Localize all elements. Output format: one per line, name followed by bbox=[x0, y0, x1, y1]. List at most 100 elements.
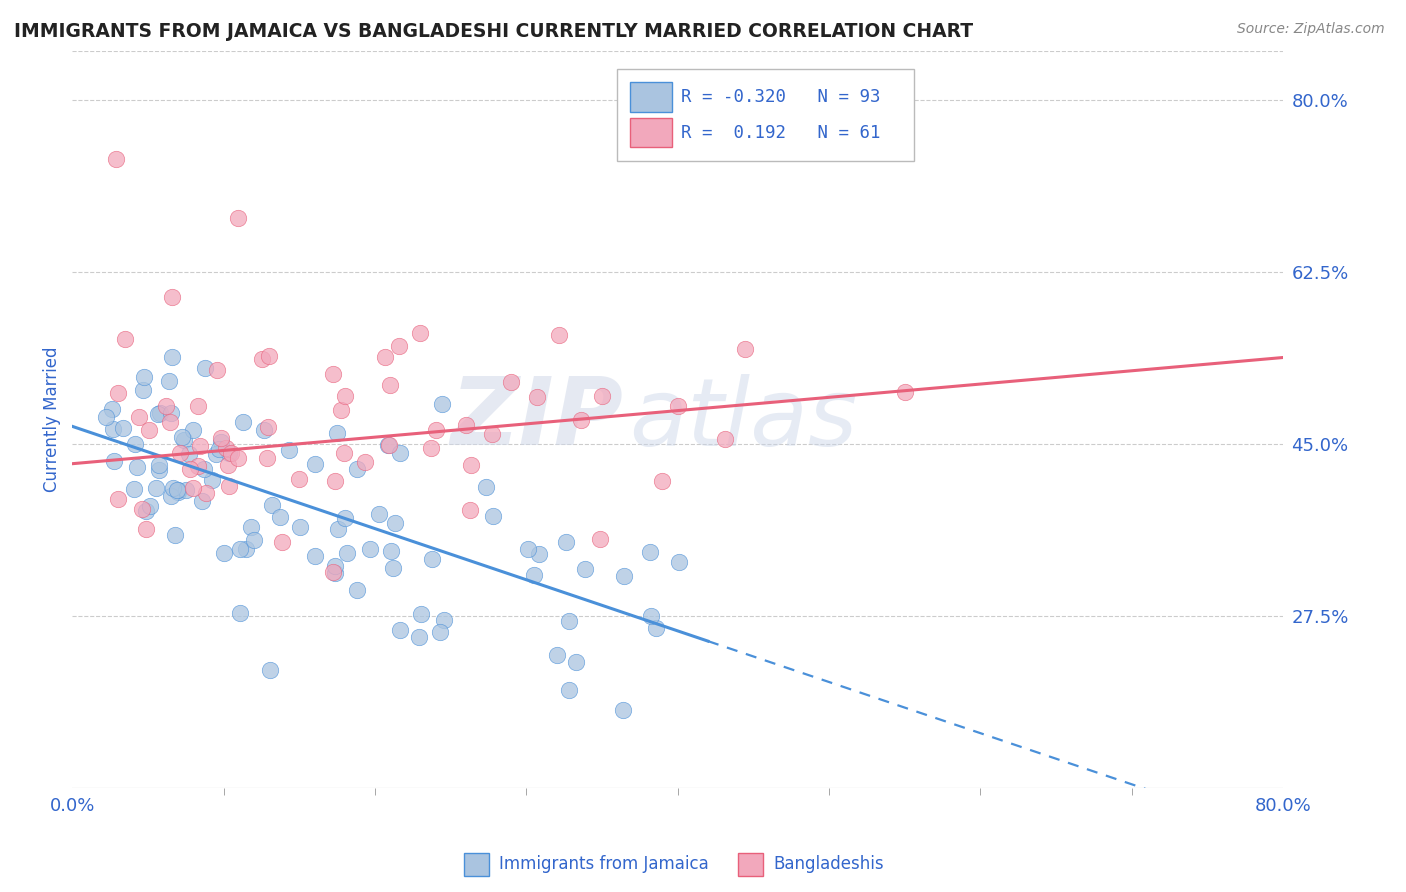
Point bbox=[380, 544, 402, 558]
Point bbox=[501, 375, 523, 389]
Point bbox=[181, 481, 204, 495]
Point bbox=[146, 408, 169, 422]
Point bbox=[193, 462, 215, 476]
Text: IMMIGRANTS FROM JAMAICA VS BANGLADESHI CURRENTLY MARRIED CORRELATION CHART: IMMIGRANTS FROM JAMAICA VS BANGLADESHI C… bbox=[14, 22, 973, 41]
Point bbox=[367, 507, 389, 521]
Point bbox=[388, 446, 411, 460]
Y-axis label: Currently Married: Currently Married bbox=[44, 347, 60, 492]
FancyBboxPatch shape bbox=[617, 69, 914, 161]
Point bbox=[256, 451, 278, 466]
Point bbox=[179, 447, 201, 461]
Point bbox=[408, 630, 430, 644]
Point bbox=[558, 682, 581, 697]
Point bbox=[188, 439, 211, 453]
Point bbox=[644, 621, 666, 635]
Point bbox=[162, 482, 184, 496]
Point bbox=[252, 352, 274, 367]
Point bbox=[346, 462, 368, 476]
Point bbox=[111, 421, 134, 435]
Point bbox=[456, 417, 478, 432]
Point bbox=[128, 410, 150, 425]
Point bbox=[259, 663, 281, 677]
Point bbox=[378, 378, 401, 392]
Point bbox=[374, 351, 396, 365]
Point bbox=[232, 415, 254, 429]
Point bbox=[157, 375, 180, 389]
Text: Source: ZipAtlas.com: Source: ZipAtlas.com bbox=[1237, 22, 1385, 37]
Point bbox=[226, 211, 249, 225]
Point bbox=[591, 389, 613, 403]
Point bbox=[179, 462, 201, 476]
Point bbox=[332, 445, 354, 459]
Text: Bangladeshis: Bangladeshis bbox=[773, 855, 884, 873]
Point bbox=[425, 424, 447, 438]
Point bbox=[482, 508, 505, 523]
Point bbox=[546, 648, 568, 663]
Point bbox=[173, 433, 195, 447]
Point bbox=[159, 416, 181, 430]
Point bbox=[378, 438, 401, 452]
Point bbox=[713, 432, 735, 446]
Text: Immigrants from Jamaica: Immigrants from Jamaica bbox=[499, 855, 709, 873]
Point bbox=[103, 422, 125, 436]
Point bbox=[127, 460, 149, 475]
Point bbox=[205, 363, 228, 377]
Point bbox=[229, 541, 252, 556]
Point bbox=[377, 438, 399, 452]
Text: R =  0.192   N = 61: R = 0.192 N = 61 bbox=[682, 124, 880, 142]
Point bbox=[526, 390, 548, 404]
Point bbox=[201, 473, 224, 487]
Point bbox=[326, 522, 349, 536]
Point bbox=[131, 501, 153, 516]
Point bbox=[256, 420, 278, 434]
Point bbox=[589, 532, 612, 546]
Point bbox=[429, 625, 451, 640]
Point bbox=[548, 328, 571, 343]
Point bbox=[160, 489, 183, 503]
Point bbox=[205, 447, 228, 461]
Point bbox=[212, 546, 235, 560]
Point bbox=[187, 459, 209, 474]
Point bbox=[278, 442, 301, 457]
Point bbox=[382, 561, 405, 575]
Point bbox=[346, 583, 368, 598]
Point bbox=[124, 437, 146, 451]
Point bbox=[651, 474, 673, 488]
Point bbox=[167, 484, 190, 499]
Point bbox=[257, 349, 280, 363]
Point bbox=[105, 152, 128, 166]
Point bbox=[169, 445, 191, 459]
Point bbox=[359, 541, 381, 556]
Point bbox=[149, 406, 172, 420]
Point bbox=[243, 533, 266, 547]
Point bbox=[430, 397, 453, 411]
Point bbox=[160, 350, 183, 364]
Point bbox=[353, 455, 375, 469]
Point bbox=[666, 399, 689, 413]
Point bbox=[162, 289, 184, 303]
Point bbox=[235, 541, 257, 556]
Point bbox=[229, 606, 252, 620]
Point bbox=[160, 406, 183, 420]
Point bbox=[481, 427, 503, 442]
Point bbox=[388, 339, 411, 353]
Point bbox=[333, 511, 356, 525]
Point bbox=[191, 493, 214, 508]
FancyBboxPatch shape bbox=[630, 118, 672, 147]
Point bbox=[330, 403, 353, 417]
Point bbox=[893, 384, 915, 399]
Point bbox=[460, 502, 482, 516]
Point bbox=[433, 613, 456, 627]
Point bbox=[388, 624, 411, 638]
Point bbox=[323, 566, 346, 580]
Point bbox=[260, 498, 283, 512]
Point bbox=[420, 441, 443, 455]
Point bbox=[322, 367, 344, 381]
Point bbox=[138, 423, 160, 437]
Point bbox=[148, 458, 170, 473]
Point bbox=[132, 383, 155, 397]
Point bbox=[734, 342, 756, 356]
Point bbox=[209, 435, 232, 450]
Point bbox=[139, 499, 162, 513]
Point bbox=[574, 562, 596, 576]
